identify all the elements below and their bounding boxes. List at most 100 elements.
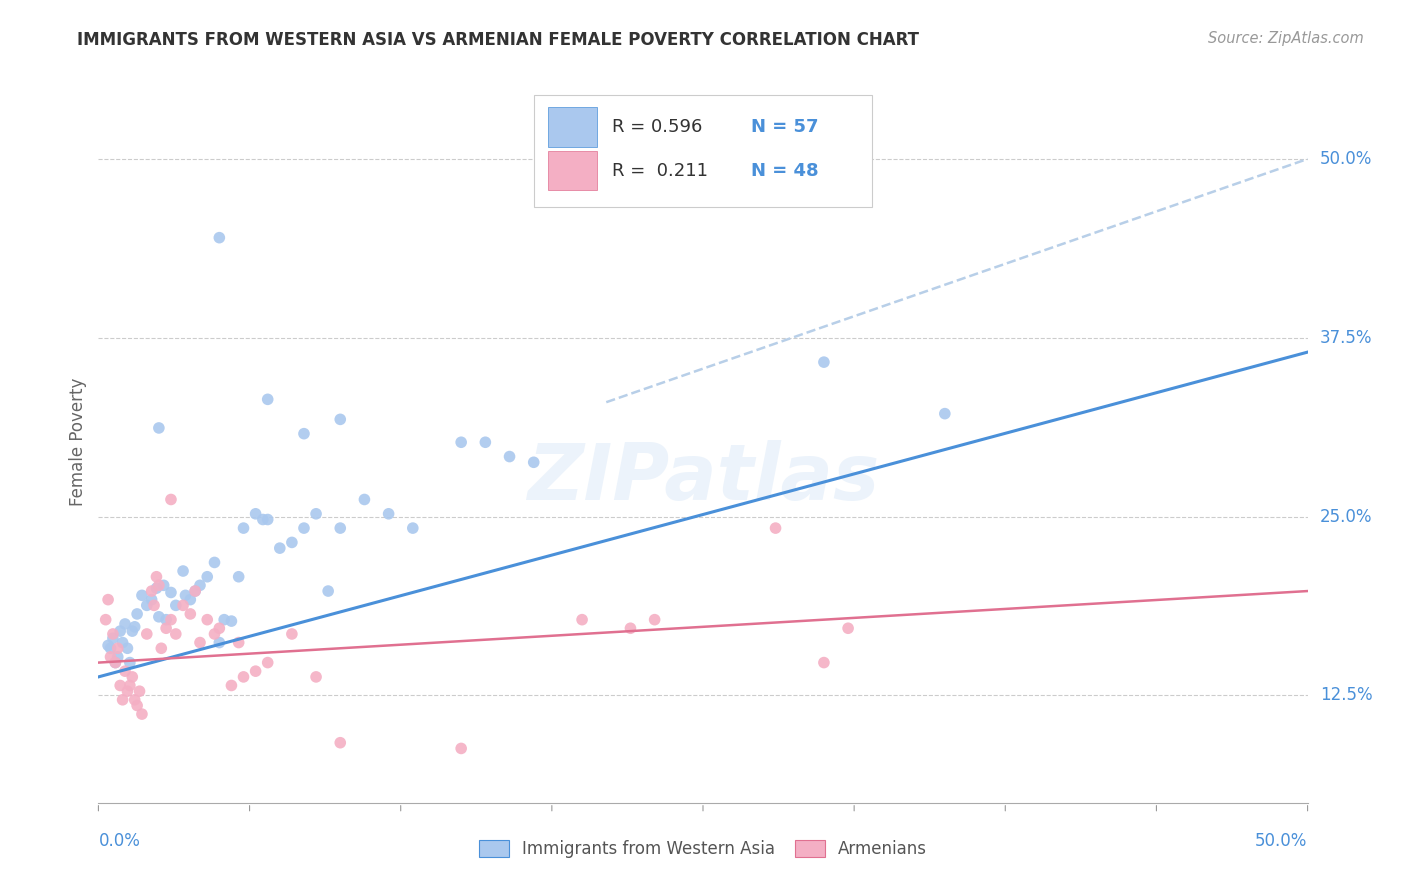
FancyBboxPatch shape	[548, 107, 596, 147]
Point	[402, 521, 425, 535]
Text: 37.5%: 37.5%	[1320, 329, 1372, 347]
Point	[644, 613, 666, 627]
Point	[377, 507, 399, 521]
Point	[118, 678, 141, 692]
Point	[281, 535, 304, 549]
Point	[228, 570, 250, 584]
Point	[523, 455, 546, 469]
Text: N = 57: N = 57	[751, 119, 818, 136]
Point	[131, 707, 153, 722]
Point	[232, 521, 254, 535]
Point	[232, 670, 254, 684]
Point	[118, 656, 141, 670]
Point	[128, 684, 150, 698]
Point	[114, 664, 136, 678]
Point	[100, 641, 122, 656]
Point	[188, 578, 211, 592]
Point	[111, 635, 134, 649]
Point	[269, 541, 291, 555]
Point	[252, 512, 274, 526]
Point	[619, 621, 641, 635]
Text: N = 48: N = 48	[751, 161, 818, 179]
Point	[107, 641, 129, 656]
Point	[100, 649, 122, 664]
Point	[152, 578, 174, 592]
Text: IMMIGRANTS FROM WESTERN ASIA VS ARMENIAN FEMALE POVERTY CORRELATION CHART: IMMIGRANTS FROM WESTERN ASIA VS ARMENIAN…	[77, 31, 920, 49]
Point	[813, 656, 835, 670]
Point	[221, 614, 243, 628]
Point	[108, 624, 131, 639]
Point	[155, 613, 177, 627]
FancyBboxPatch shape	[548, 151, 596, 191]
Text: 0.0%: 0.0%	[98, 831, 141, 850]
FancyBboxPatch shape	[534, 95, 872, 207]
Point	[165, 627, 187, 641]
Point	[160, 613, 183, 627]
Text: Source: ZipAtlas.com: Source: ZipAtlas.com	[1208, 31, 1364, 46]
Point	[329, 412, 352, 426]
Point	[184, 584, 207, 599]
Point	[256, 392, 278, 407]
Point	[121, 670, 143, 684]
Point	[450, 435, 472, 450]
Point	[172, 564, 194, 578]
Point	[114, 617, 136, 632]
Point	[141, 584, 163, 599]
Point	[111, 693, 134, 707]
Point	[256, 656, 278, 670]
Legend: Immigrants from Western Asia, Armenians: Immigrants from Western Asia, Armenians	[471, 832, 935, 867]
Point	[108, 678, 131, 692]
Y-axis label: Female Poverty: Female Poverty	[69, 377, 87, 506]
Point	[765, 521, 787, 535]
Point	[204, 627, 226, 641]
Point	[305, 670, 328, 684]
Text: R =  0.211: R = 0.211	[613, 161, 709, 179]
Point	[148, 421, 170, 435]
Point	[208, 635, 231, 649]
Point	[292, 521, 315, 535]
Point	[117, 684, 139, 698]
Point	[221, 678, 243, 692]
Point	[127, 607, 149, 621]
Point	[148, 609, 170, 624]
Point	[228, 635, 250, 649]
Point	[160, 492, 183, 507]
Text: 12.5%: 12.5%	[1320, 687, 1372, 705]
Point	[104, 656, 127, 670]
Point	[498, 450, 520, 464]
Text: ZIPatlas: ZIPatlas	[527, 440, 879, 516]
Point	[934, 407, 956, 421]
Point	[571, 613, 593, 627]
Point	[474, 435, 496, 450]
Point	[245, 664, 267, 678]
Point	[208, 621, 231, 635]
Point	[195, 613, 218, 627]
Point	[124, 693, 146, 707]
Point	[117, 641, 139, 656]
Point	[127, 698, 149, 713]
Point	[256, 512, 278, 526]
Point	[131, 588, 153, 602]
Point	[155, 621, 177, 635]
Point	[179, 592, 201, 607]
Point	[104, 656, 127, 670]
Point	[195, 570, 218, 584]
Point	[101, 632, 124, 646]
Point	[97, 592, 120, 607]
Point	[143, 599, 166, 613]
Point	[212, 613, 235, 627]
Point	[121, 624, 143, 639]
Point	[97, 639, 120, 653]
Point	[141, 592, 163, 607]
Point	[148, 578, 170, 592]
Point	[329, 736, 352, 750]
Text: 25.0%: 25.0%	[1320, 508, 1372, 525]
Point	[160, 585, 183, 599]
Point	[145, 570, 167, 584]
Text: R = 0.596: R = 0.596	[613, 119, 703, 136]
Point	[101, 627, 124, 641]
Point	[184, 584, 207, 599]
Point	[281, 627, 304, 641]
Point	[145, 581, 167, 595]
Point	[150, 641, 173, 656]
